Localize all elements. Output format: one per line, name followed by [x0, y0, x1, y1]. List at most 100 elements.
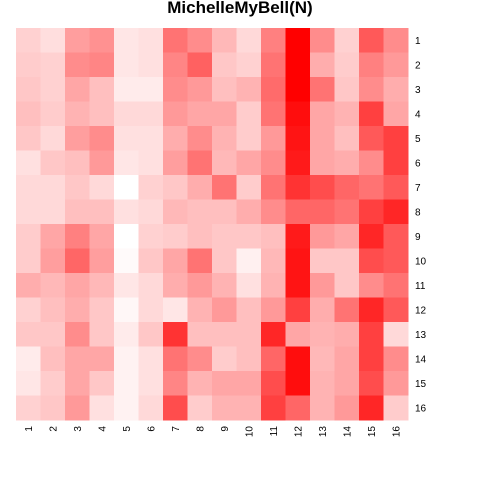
heatmap-cell [187, 322, 213, 347]
heatmap-cell [16, 150, 41, 176]
heatmap-cell [383, 28, 409, 53]
heatmap-cell [163, 322, 188, 347]
heatmap-cell [359, 322, 384, 347]
heatmap-cell [40, 126, 66, 151]
heatmap-cell [40, 150, 66, 176]
heatmap-cell [163, 346, 188, 372]
heatmap-cell [310, 101, 335, 127]
heatmap-cell [261, 371, 286, 396]
heatmap-cell [334, 322, 360, 347]
heatmap-cell [163, 150, 188, 176]
heatmap-cell [383, 297, 409, 323]
row-label: 7 [415, 183, 421, 194]
heatmap-cell [89, 322, 115, 347]
heatmap-cell [138, 248, 164, 274]
heatmap-cell [114, 52, 139, 78]
heatmap-cell [212, 101, 237, 127]
row-label: 3 [415, 85, 421, 96]
heatmap-cell [334, 175, 360, 200]
heatmap-cell [114, 126, 139, 151]
heatmap-cell [236, 52, 262, 78]
heatmap-cell [163, 28, 188, 53]
heatmap-cell [40, 371, 66, 396]
heatmap-cell [65, 371, 90, 396]
heatmap-cell [16, 248, 41, 274]
heatmap-cell [261, 395, 286, 421]
heatmap-cell [114, 150, 139, 176]
heatmap-cell [359, 52, 384, 78]
heatmap-cell [114, 248, 139, 274]
heatmap-cell [285, 199, 311, 225]
heatmap-cell [236, 126, 262, 151]
heatmap-cell [236, 322, 262, 347]
row-label: 13 [415, 330, 427, 341]
heatmap-cell [310, 395, 335, 421]
heatmap-cell [359, 175, 384, 200]
heatmap-cell [138, 297, 164, 323]
heatmap-cell [16, 273, 41, 298]
column-label: 14 [342, 426, 353, 438]
row-label: 15 [415, 379, 427, 390]
heatmap-cell [40, 224, 66, 249]
heatmap-cell [16, 175, 41, 200]
heatmap-cell [114, 175, 139, 200]
column-label: 4 [97, 426, 108, 432]
heatmap-cell [40, 101, 66, 127]
heatmap-cell [236, 199, 262, 225]
heatmap-cell [236, 248, 262, 274]
heatmap-cell [261, 101, 286, 127]
heatmap-cell [359, 395, 384, 421]
heatmap-cell [359, 297, 384, 323]
heatmap-cell [310, 175, 335, 200]
heatmap-cell [16, 371, 41, 396]
column-label: 9 [220, 426, 231, 432]
heatmap-cell [40, 395, 66, 421]
heatmap-cell [359, 28, 384, 53]
heatmap-cell [383, 224, 409, 249]
heatmap-cell [285, 346, 311, 372]
heatmap-cell [187, 28, 213, 53]
heatmap-cell [285, 224, 311, 249]
heatmap-cell [138, 273, 164, 298]
heatmap-cell [334, 28, 360, 53]
heatmap-cell [138, 371, 164, 396]
heatmap-cell [89, 297, 115, 323]
heatmap-cell [212, 273, 237, 298]
heatmap-cell [89, 248, 115, 274]
heatmap-cell [16, 224, 41, 249]
heatmap-cell [40, 322, 66, 347]
heatmap-cell [16, 297, 41, 323]
heatmap-cell [114, 395, 139, 421]
row-label: 2 [415, 60, 421, 71]
heatmap-cell [261, 248, 286, 274]
heatmap-cell [89, 273, 115, 298]
heatmap-cell [89, 371, 115, 396]
heatmap-cell [89, 346, 115, 372]
heatmap-cell [163, 175, 188, 200]
heatmap-cell [334, 77, 360, 102]
heatmap-cell [285, 395, 311, 421]
heatmap-cell [285, 101, 311, 127]
heatmap-cell [187, 52, 213, 78]
heatmap-cell [187, 224, 213, 249]
heatmap-cell [261, 224, 286, 249]
heatmap-cell [187, 199, 213, 225]
heatmap-cell [310, 28, 335, 53]
column-label: 16 [391, 426, 402, 438]
heatmap-cell [285, 273, 311, 298]
heatmap-cell [310, 248, 335, 274]
heatmap-cell [16, 52, 41, 78]
heatmap-cell [212, 77, 237, 102]
heatmap-cell [334, 395, 360, 421]
heatmap-cell [65, 248, 90, 274]
heatmap-cell [334, 52, 360, 78]
heatmap-cell [65, 126, 90, 151]
heatmap-cell [236, 297, 262, 323]
heatmap-cell [236, 77, 262, 102]
row-label: 12 [415, 305, 427, 316]
row-label: 1 [415, 36, 421, 47]
heatmap-cell [261, 150, 286, 176]
heatmap-cell [310, 77, 335, 102]
heatmap-cell [334, 199, 360, 225]
heatmap-cell [40, 346, 66, 372]
